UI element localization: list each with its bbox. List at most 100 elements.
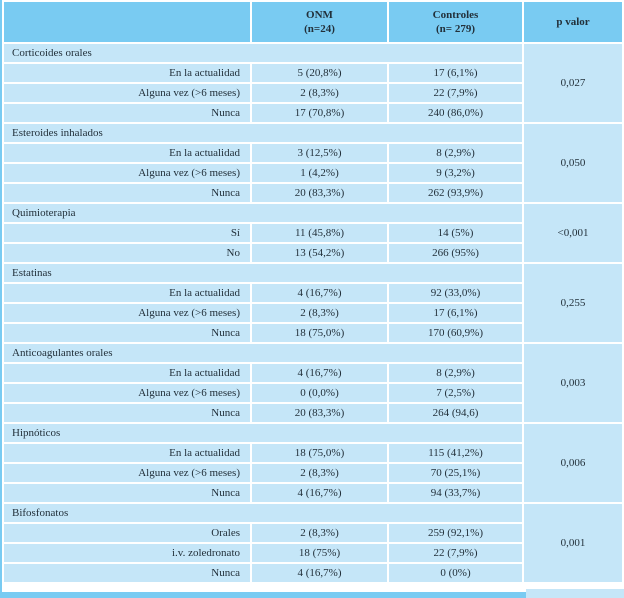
medication-comparison-table: ONM (n=24) Controles (n= 279) p valor Co… <box>2 0 624 584</box>
data-row: Nunca 18 (75,0%) 170 (60,9%) <box>4 324 622 342</box>
data-row: Alguna vez (>6 meses) 2 (8,3%) 17 (6,1%) <box>4 304 622 322</box>
controles-value: 14 (5%) <box>389 224 522 242</box>
section-row: Bifosfonatos 0,001 <box>4 504 622 582</box>
section-label-estatinas: Estatinas <box>4 264 522 282</box>
col-header-onm-n: (n=24) <box>304 23 335 35</box>
row-label: Alguna vez (>6 meses) <box>4 304 250 322</box>
controles-value: 115 (41,2%) <box>389 444 522 462</box>
section-row: Quimioterapia <0,001 <box>4 204 622 262</box>
controles-value: 266 (95%) <box>389 244 522 262</box>
controles-value: 8 (2,9%) <box>389 364 522 382</box>
controles-value: 92 (33,0%) <box>389 284 522 302</box>
data-row: Nunca 20 (83,3%) 264 (94,6) <box>4 404 622 422</box>
data-row: Alguna vez (>6 meses) 1 (4,2%) 9 (3,2%) <box>4 164 622 182</box>
data-row: Nunca 4 (16,7%) 0 (0%) <box>4 564 622 582</box>
controles-value: 17 (6,1%) <box>389 304 522 322</box>
onm-value: 2 (8,3%) <box>252 304 387 322</box>
p-value-cell: 0,255 <box>524 264 622 342</box>
row-label: En la actualidad <box>4 64 250 82</box>
p-value-cell: 0,001 <box>524 504 622 582</box>
row-label: i.v. zoledronato <box>4 544 250 562</box>
table-bottom-border <box>2 592 526 598</box>
controles-value: 94 (33,7%) <box>389 484 522 502</box>
controles-value: 7 (2,5%) <box>389 384 522 402</box>
section-label-bifosfonatos: Bifosfonatos <box>4 504 522 522</box>
data-row: Nunca 4 (16,7%) 94 (33,7%) <box>4 484 622 502</box>
onm-value: 2 (8,3%) <box>252 84 387 102</box>
row-label: Nunca <box>4 184 250 202</box>
p-value-cell: 0,006 <box>524 424 622 502</box>
col-header-empty <box>4 2 250 42</box>
onm-value: 2 (8,3%) <box>252 464 387 482</box>
controles-value: 0 (0%) <box>389 564 522 582</box>
onm-value: 0 (0,0%) <box>252 384 387 402</box>
row-label: Alguna vez (>6 meses) <box>4 464 250 482</box>
data-row: Orales 2 (8,3%) 259 (92,1%) <box>4 524 622 542</box>
onm-value: 2 (8,3%) <box>252 524 387 542</box>
data-row: Alguna vez (>6 meses) 2 (8,3%) 70 (25,1%… <box>4 464 622 482</box>
col-header-onm-name: ONM <box>306 8 333 21</box>
row-label: En la actualidad <box>4 284 250 302</box>
data-row: Nunca 17 (70,8%) 240 (86,0%) <box>4 104 622 122</box>
col-header-controles: Controles (n= 279) <box>389 2 522 42</box>
controles-value: 262 (93,9%) <box>389 184 522 202</box>
data-row: En la actualidad 5 (20,8%) 17 (6,1%) <box>4 64 622 82</box>
onm-value: 5 (20,8%) <box>252 64 387 82</box>
onm-value: 20 (83,3%) <box>252 404 387 422</box>
section-row: Hipnóticos 0,006 <box>4 424 622 502</box>
header-row: ONM (n=24) Controles (n= 279) p valor <box>4 2 622 42</box>
controles-value: 8 (2,9%) <box>389 144 522 162</box>
onm-value: 4 (16,7%) <box>252 484 387 502</box>
section-label-anticoagulantes-orales: Anticoagulantes orales <box>4 344 522 362</box>
p-value-cell: 0,027 <box>524 44 622 122</box>
data-row: i.v. zoledronato 18 (75%) 22 (7,9%) <box>4 544 622 562</box>
row-label: Alguna vez (>6 meses) <box>4 84 250 102</box>
section-label-hipnoticos: Hipnóticos <box>4 424 522 442</box>
row-label: Nunca <box>4 324 250 342</box>
section-label-quimioterapia: Quimioterapia <box>4 204 522 222</box>
onm-value: 18 (75,0%) <box>252 444 387 462</box>
controles-value: 9 (3,2%) <box>389 164 522 182</box>
section-row: Corticoides orales 0,027 <box>4 44 622 122</box>
row-label: Nunca <box>4 404 250 422</box>
section-row: Estatinas 0,255 <box>4 264 622 342</box>
data-row: En la actualidad 4 (16,7%) 8 (2,9%) <box>4 364 622 382</box>
controles-value: 240 (86,0%) <box>389 104 522 122</box>
row-label: No <box>4 244 250 262</box>
controles-value: 70 (25,1%) <box>389 464 522 482</box>
row-label: En la actualidad <box>4 144 250 162</box>
row-label: Sí <box>4 224 250 242</box>
row-label: En la actualidad <box>4 364 250 382</box>
onm-value: 4 (16,7%) <box>252 284 387 302</box>
row-label: Nunca <box>4 564 250 582</box>
data-row: En la actualidad 18 (75,0%) 115 (41,2%) <box>4 444 622 462</box>
section-row: Esteroides inhalados 0,050 <box>4 124 622 202</box>
p-value-column-bottom-fill <box>526 589 624 598</box>
row-label: Nunca <box>4 104 250 122</box>
row-label: Nunca <box>4 484 250 502</box>
controles-value: 264 (94,6) <box>389 404 522 422</box>
onm-value: 18 (75%) <box>252 544 387 562</box>
row-label: Alguna vez (>6 meses) <box>4 164 250 182</box>
controles-value: 259 (92,1%) <box>389 524 522 542</box>
onm-value: 17 (70,8%) <box>252 104 387 122</box>
onm-value: 18 (75,0%) <box>252 324 387 342</box>
data-row: Sí 11 (45,8%) 14 (5%) <box>4 224 622 242</box>
row-label: Alguna vez (>6 meses) <box>4 384 250 402</box>
controles-value: 17 (6,1%) <box>389 64 522 82</box>
section-row: Anticoagulantes orales 0,003 <box>4 344 622 422</box>
section-label-corticoides-orales: Corticoides orales <box>4 44 522 62</box>
col-header-controles-name: Controles <box>432 8 479 21</box>
data-row: No 13 (54,2%) 266 (95%) <box>4 244 622 262</box>
data-row: En la actualidad 4 (16,7%) 92 (33,0%) <box>4 284 622 302</box>
controles-value: 170 (60,9%) <box>389 324 522 342</box>
onm-value: 13 (54,2%) <box>252 244 387 262</box>
onm-value: 3 (12,5%) <box>252 144 387 162</box>
onm-value: 1 (4,2%) <box>252 164 387 182</box>
onm-value: 11 (45,8%) <box>252 224 387 242</box>
col-header-controles-n: (n= 279) <box>436 23 475 35</box>
data-row: En la actualidad 3 (12,5%) 8 (2,9%) <box>4 144 622 162</box>
onm-value: 4 (16,7%) <box>252 364 387 382</box>
row-label: En la actualidad <box>4 444 250 462</box>
